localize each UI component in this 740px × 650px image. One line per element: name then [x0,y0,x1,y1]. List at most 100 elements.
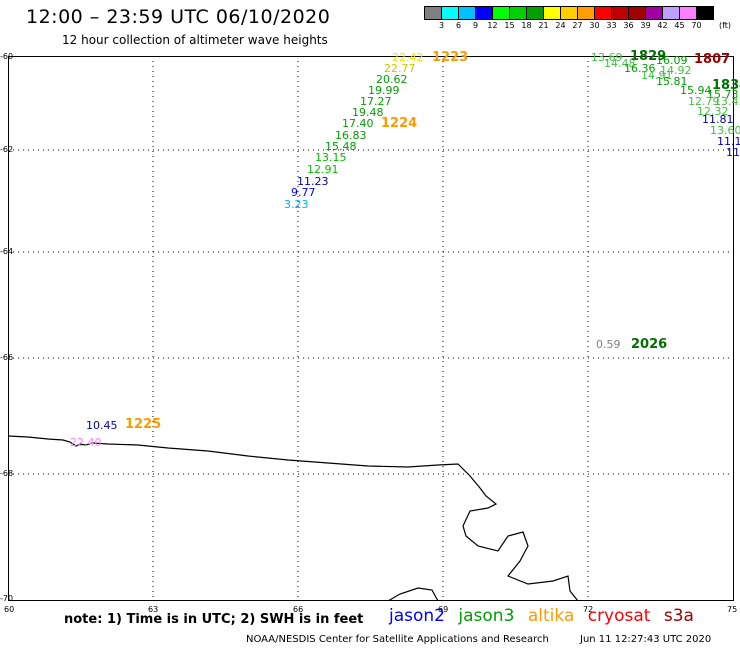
pass-time-label: 2026 [631,337,668,352]
footer-timestamp: Jun 11 12:27:43 UTC 2020 [580,634,712,645]
pass-time-label: 1834 [712,78,740,93]
wave-height-value: 12.91 [307,163,339,176]
wave-height-value: 19.48 [352,106,384,119]
lat-label: -60 [0,52,14,61]
colorbar-swatch [577,6,595,20]
footer-credit: NOAA/NESDIS Center for Satellite Applica… [246,634,549,645]
wave-height-value: 13.15 [315,151,347,164]
wave-height-value: 19.99 [368,84,400,97]
colorbar-swatch [458,6,476,20]
colorbar-swatch [662,6,680,20]
wave-height-value: 22.40 [70,436,102,449]
colorbar-swatch [645,6,663,20]
colorbar-label: 18 [521,21,532,30]
map-title: 12:00 – 23:59 UTC 06/10/2020 [26,6,331,28]
wave-height-value: 16.83 [335,129,367,142]
colorbar-label: 33 [606,21,617,30]
pass-time-label: 1829 [630,49,667,64]
wave-height-value: 3.23 [284,198,309,211]
pass-time-label: 1224 [381,116,418,131]
colorbar-label: 45 [674,21,685,30]
colorbar-swatch [509,6,527,20]
wave-height-value: 13.69 [591,51,623,64]
coastline-fragment [387,587,439,601]
colorbar-swatch [492,6,510,20]
units-note: note: 1) Time is in UTC; 2) SWH is in fe… [64,612,364,627]
wave-height-colorbar [424,6,714,20]
wave-height-value: 13.43 [714,95,740,108]
wave-height-value: 15.81 [656,75,688,88]
lon-label: 75 [727,605,738,614]
wave-height-value: 13.60 [710,124,740,137]
lon-label: 63 [148,605,159,614]
colorbar-swatch [696,6,714,20]
coastline [8,435,579,601]
wave-height-value: 11.23 [297,175,329,188]
wave-height-value: 14.92 [660,64,692,77]
colorbar-label: 15 [504,21,515,30]
wave-height-value: 14.91 [641,69,673,82]
colorbar-label: 24 [555,21,566,30]
satellite-legend: jason2 jason3 altika cryosat s3a [389,606,702,626]
colorbar-swatch [475,6,493,20]
colorbar-swatch [441,6,459,20]
map-subtitle: 12 hour collection of altimeter wave hei… [62,33,328,47]
wave-height-value: 17.27 [360,95,392,108]
wave-height-value: 11 [726,146,740,159]
wave-height-value: 14.48 [604,57,636,70]
wave-height-value: 22.42 [392,51,424,64]
wave-height-value: 11.81 [702,113,734,126]
lat-label: -62 [0,145,14,154]
pass-time-label: 1225 [125,417,162,432]
colorbar-label: 30 [589,21,600,30]
colorbar-labels: 3 6 9 12 15 18 21 24 27 30 33 36 39 42 45 70 [424,21,705,30]
grid-lines [8,56,734,601]
colorbar-swatch [543,6,561,20]
map-frame [8,56,734,601]
lat-label: -70 [0,594,14,603]
wave-height-value: 22.77 [384,62,416,75]
wave-height-value: 11.1 [717,135,740,148]
pass-time-label: 1223 [432,50,469,65]
wave-height-value: 15.73 [707,88,739,101]
wave-height-value: 15.94 [680,84,712,97]
colorbar-swatch [526,6,544,20]
map-plot-area [8,56,734,601]
wave-height-value: 12.79 [688,95,720,108]
pass-time-label: 1807 [694,52,731,67]
colorbar-label: 70 [691,21,702,30]
legend-s3a: s3a [663,606,694,626]
colorbar-swatch [679,6,697,20]
colorbar-swatch [560,6,578,20]
legend-cryosat: cryosat [587,606,651,626]
colorbar-label: 12 [487,21,498,30]
lon-label: 60 [4,605,15,614]
colorbar-label: 27 [572,21,583,30]
lat-label: -66 [0,353,14,362]
wave-height-value: 16.09 [656,54,688,67]
colorbar-unit: (ft) [719,21,732,30]
wave-height-value: 9.77 [291,186,316,199]
colorbar-label: 39 [640,21,651,30]
colorbar-label: 3 [438,21,445,30]
legend-altika: altika [527,606,575,626]
colorbar-label: 6 [455,21,462,30]
colorbar-label: 36 [623,21,634,30]
colorbar-label: 21 [538,21,549,30]
legend-jason2: jason2 [389,606,445,626]
wave-height-value: 10.45 [86,419,118,432]
wave-height-value: 15.48 [325,140,357,153]
colorbar-swatch [424,6,442,20]
lon-label: 66 [293,605,304,614]
lon-label: 72 [583,605,594,614]
wave-height-value: 17.40 [342,117,374,130]
wave-height-value: 12.32 [697,105,729,118]
wave-height-value: 0.59 [596,338,621,351]
lon-label: 69 [438,605,449,614]
wave-height-value: 20.62 [376,73,408,86]
lat-label: -68 [0,469,14,478]
wave-height-value: 16.36 [624,62,656,75]
colorbar-swatch [611,6,629,20]
colorbar-label: 9 [472,21,479,30]
colorbar-label: 42 [657,21,668,30]
